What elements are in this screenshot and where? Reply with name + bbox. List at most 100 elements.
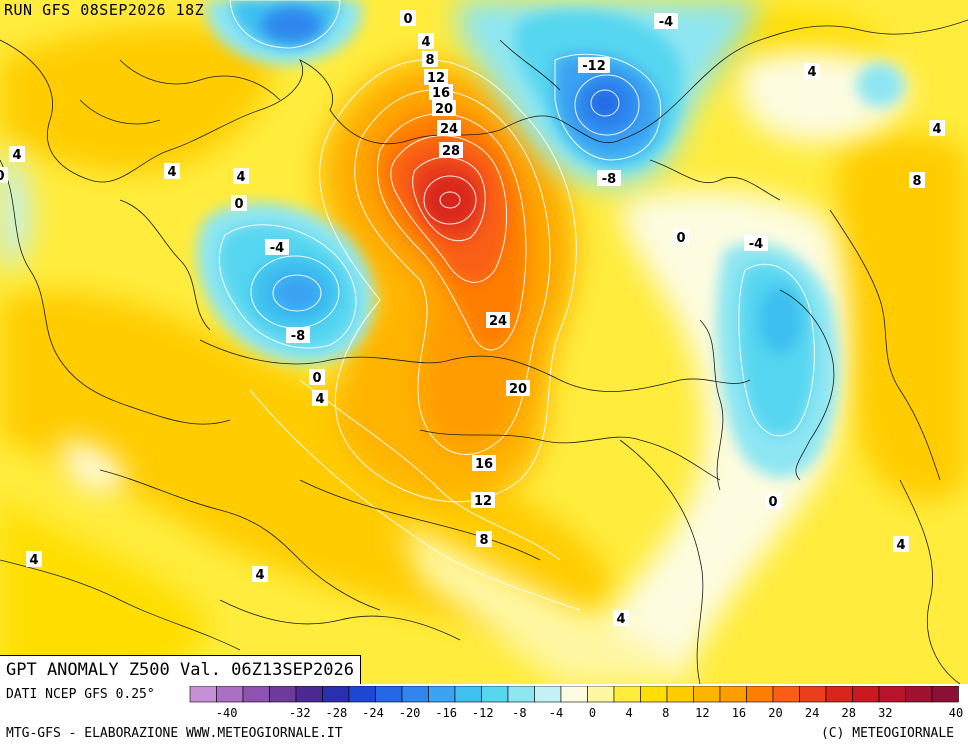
svg-text:4: 4	[236, 170, 245, 185]
contour-label: 16	[429, 84, 453, 101]
contour-label: 20	[506, 380, 530, 397]
legend-tick-label: -28	[326, 706, 348, 718]
legend-tick-label: 4	[626, 706, 633, 718]
legend-swatch	[799, 686, 827, 703]
contour-label: -4	[744, 235, 768, 252]
legend-swatch	[189, 686, 217, 703]
svg-text:8: 8	[425, 53, 434, 68]
legend-swatch	[666, 686, 694, 703]
legend-swatch	[507, 686, 535, 703]
svg-text:0: 0	[312, 371, 321, 386]
legend-swatch	[454, 686, 482, 703]
contour-label: 4	[312, 390, 328, 407]
legend-swatch	[931, 686, 959, 703]
svg-text:20: 20	[509, 382, 527, 397]
svg-text:-4: -4	[659, 15, 673, 30]
legend-tick-label: -20	[399, 706, 421, 718]
svg-text:12: 12	[474, 494, 492, 509]
contour-label: 8	[422, 51, 438, 68]
legend-swatch	[348, 686, 376, 703]
legend-tick-label: -16	[435, 706, 457, 718]
contour-label: -4	[654, 13, 678, 30]
svg-text:28: 28	[442, 144, 460, 159]
svg-text:24: 24	[440, 122, 458, 137]
legend-swatch	[613, 686, 641, 703]
legend-tick-label: 40	[949, 706, 963, 718]
legend-tick-label: -12	[472, 706, 494, 718]
contour-label: 20	[432, 100, 456, 117]
svg-text:12: 12	[427, 71, 445, 86]
svg-text:-12: -12	[582, 59, 606, 74]
legend-swatch	[428, 686, 456, 703]
credit-label: MTG-GFS - ELABORAZIONE WWW.METEOGIORNALE…	[6, 726, 343, 741]
contour-label: 28	[439, 142, 463, 159]
legend-swatch	[534, 686, 562, 703]
geographic-borders	[0, 19, 968, 684]
contour-label: 4	[804, 63, 820, 80]
contour-label: 4	[9, 146, 25, 163]
legend-swatch	[719, 686, 747, 703]
contour-label: 4	[613, 610, 629, 627]
legend-swatch	[852, 686, 880, 703]
contour-label: 24	[437, 120, 461, 137]
contour-label: 0	[231, 195, 247, 212]
svg-text:4: 4	[167, 165, 176, 180]
svg-text:-4: -4	[749, 237, 763, 252]
svg-text:16: 16	[475, 457, 493, 472]
contour-label: 4	[418, 33, 434, 50]
contour-label: -8	[597, 170, 621, 187]
svg-text:20: 20	[435, 102, 453, 117]
svg-text:4: 4	[315, 392, 324, 407]
contour-label: 8	[909, 172, 925, 189]
legend-tick-label: 16	[732, 706, 746, 718]
map-title: GPT ANOMALY Z500 Val. 06Z13SEP2026	[0, 655, 361, 684]
contour-label: 16	[472, 455, 496, 472]
legend-swatch	[295, 686, 323, 703]
legend-swatch	[905, 686, 933, 703]
svg-text:8: 8	[912, 174, 921, 189]
svg-text:0: 0	[0, 169, 5, 184]
contour-label: -12	[578, 57, 610, 74]
legend-swatch	[772, 686, 800, 703]
contour-label: -4	[265, 239, 289, 256]
contour-label: 0	[400, 10, 416, 27]
svg-text:8: 8	[479, 533, 488, 548]
legend-swatch	[746, 686, 774, 703]
trough-anomaly	[196, 0, 904, 478]
svg-text:-8: -8	[291, 329, 305, 344]
contour-label: 0	[673, 229, 689, 246]
run-info-label: RUN GFS 08SEP2026 18Z	[4, 1, 205, 19]
contour-label: 4	[929, 120, 945, 137]
legend-swatch	[269, 686, 297, 703]
contour-label: 4	[26, 551, 42, 568]
legend-tick-label: 32	[878, 706, 892, 718]
svg-text:4: 4	[616, 612, 625, 627]
legend-tick-label: 20	[768, 706, 782, 718]
legend-tick-label: 24	[805, 706, 819, 718]
contour-label: 4	[233, 168, 249, 185]
legend-tick-label: 12	[695, 706, 709, 718]
contour-label: 12	[424, 69, 448, 86]
legend-swatch	[216, 686, 244, 703]
legend-swatch	[322, 686, 350, 703]
contour-label: -8	[286, 327, 310, 344]
svg-text:-8: -8	[602, 172, 616, 187]
legend-swatch	[401, 686, 429, 703]
svg-text:4: 4	[896, 538, 905, 553]
copyright-label: (C) METEOGIORNALE	[820, 726, 954, 741]
svg-text:24: 24	[489, 314, 507, 329]
legend-swatch	[481, 686, 509, 703]
svg-text:16: 16	[432, 86, 450, 101]
color-scale-legend: -40 -32 -28 -24 -20 -16 -12 -8 -4 0 4 8 12 16 20 24 28 32…	[189, 686, 963, 718]
svg-text:0: 0	[768, 495, 777, 510]
svg-text:0: 0	[676, 231, 685, 246]
svg-text:4: 4	[932, 122, 941, 137]
legend-swatch	[375, 686, 403, 703]
legend-tick-label: 0	[589, 706, 596, 718]
legend-tick-label: -4	[549, 706, 563, 718]
data-source-label: DATI NCEP GFS 0.25°	[6, 687, 155, 702]
contour-label: 4	[893, 536, 909, 553]
